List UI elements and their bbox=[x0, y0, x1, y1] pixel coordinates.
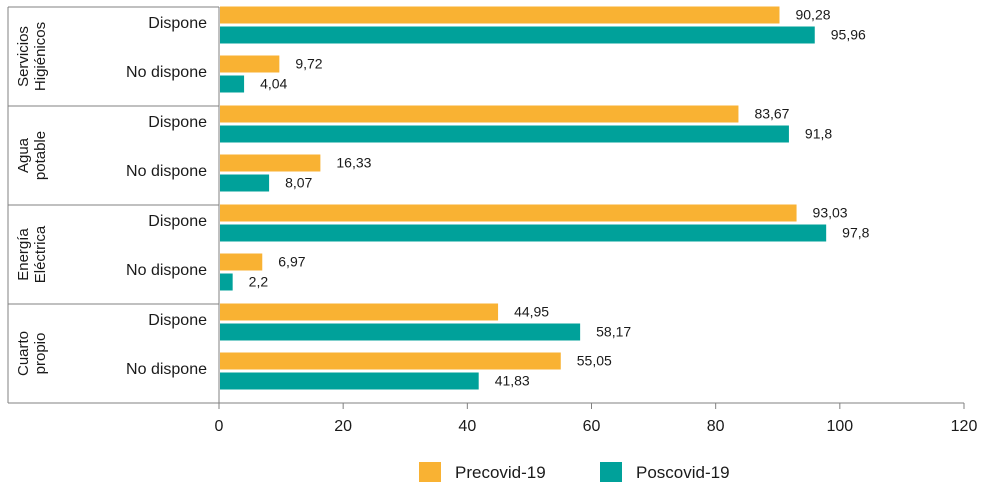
bar-precovid bbox=[220, 204, 797, 222]
category-label: No dispone bbox=[126, 361, 207, 378]
category-label: Dispone bbox=[148, 312, 207, 329]
x-tick-label: 100 bbox=[826, 418, 853, 435]
bar-value-label: 16,33 bbox=[336, 155, 371, 171]
bar-value-label: 41,83 bbox=[495, 373, 530, 389]
category-label: Dispone bbox=[148, 213, 207, 230]
bar-precovid bbox=[220, 6, 780, 24]
bar-precovid bbox=[220, 55, 280, 73]
category-label: No dispone bbox=[126, 262, 207, 279]
group-label-line: Agua bbox=[15, 137, 32, 173]
bar-value-label: 8,07 bbox=[285, 175, 312, 191]
bar-value-label: 58,17 bbox=[596, 324, 631, 340]
group-label-line: Higiénicos bbox=[32, 22, 49, 91]
bar-precovid bbox=[220, 154, 321, 172]
category-label: Dispone bbox=[148, 114, 207, 131]
x-tick-label: 60 bbox=[583, 418, 601, 435]
group-label-line: Cuarto bbox=[15, 331, 32, 376]
bar-precovid bbox=[220, 253, 263, 271]
x-tick-label: 80 bbox=[707, 418, 725, 435]
group-label-line: potable bbox=[32, 131, 49, 180]
legend-label: Precovid-19 bbox=[455, 463, 546, 482]
group-label-line: Eléctrica bbox=[32, 225, 49, 283]
bar-precovid bbox=[220, 303, 499, 321]
legend-swatch bbox=[600, 462, 622, 482]
legend-swatch bbox=[419, 462, 441, 482]
bar-value-label: 2,2 bbox=[249, 274, 269, 290]
x-tick-label: 20 bbox=[334, 418, 352, 435]
x-tick-label: 40 bbox=[458, 418, 476, 435]
bar-value-label: 95,96 bbox=[831, 27, 866, 43]
bar-poscovid bbox=[220, 273, 233, 291]
legend-label: Poscovid-19 bbox=[636, 463, 730, 482]
bar-value-label: 9,72 bbox=[295, 56, 322, 72]
group-label-line: Servicios bbox=[15, 26, 32, 87]
bar-poscovid bbox=[220, 323, 581, 341]
bar-poscovid bbox=[220, 125, 789, 143]
group-label: Aguapotable bbox=[15, 131, 49, 180]
group-label: ServiciosHigiénicos bbox=[15, 22, 49, 91]
category-label: No dispone bbox=[126, 64, 207, 81]
category-label: No dispone bbox=[126, 163, 207, 180]
x-tick-label: 0 bbox=[215, 418, 224, 435]
category-label: Dispone bbox=[148, 15, 207, 32]
bar-value-label: 91,8 bbox=[805, 126, 832, 142]
bar-value-label: 83,67 bbox=[754, 106, 789, 122]
x-tick-label: 120 bbox=[951, 418, 978, 435]
bar-value-label: 6,97 bbox=[278, 254, 305, 270]
bar-poscovid bbox=[220, 224, 827, 242]
bar-precovid bbox=[220, 352, 561, 370]
group-label: Cuartopropio bbox=[15, 331, 49, 376]
bar-value-label: 90,28 bbox=[795, 7, 830, 23]
bar-poscovid bbox=[220, 75, 245, 93]
group-label-line: Energía bbox=[15, 228, 32, 281]
bar-value-label: 4,04 bbox=[260, 76, 287, 92]
bar-poscovid bbox=[220, 26, 815, 44]
bar-value-label: 93,03 bbox=[813, 205, 848, 221]
bar-poscovid bbox=[220, 174, 270, 192]
bar-precovid bbox=[220, 105, 739, 123]
bar-value-label: 97,8 bbox=[842, 225, 869, 241]
group-label: EnergíaEléctrica bbox=[15, 225, 49, 283]
bar-value-label: 44,95 bbox=[514, 304, 549, 320]
bar-value-label: 55,05 bbox=[577, 353, 612, 369]
group-label-line: propio bbox=[32, 333, 49, 375]
bar-poscovid bbox=[220, 372, 479, 390]
